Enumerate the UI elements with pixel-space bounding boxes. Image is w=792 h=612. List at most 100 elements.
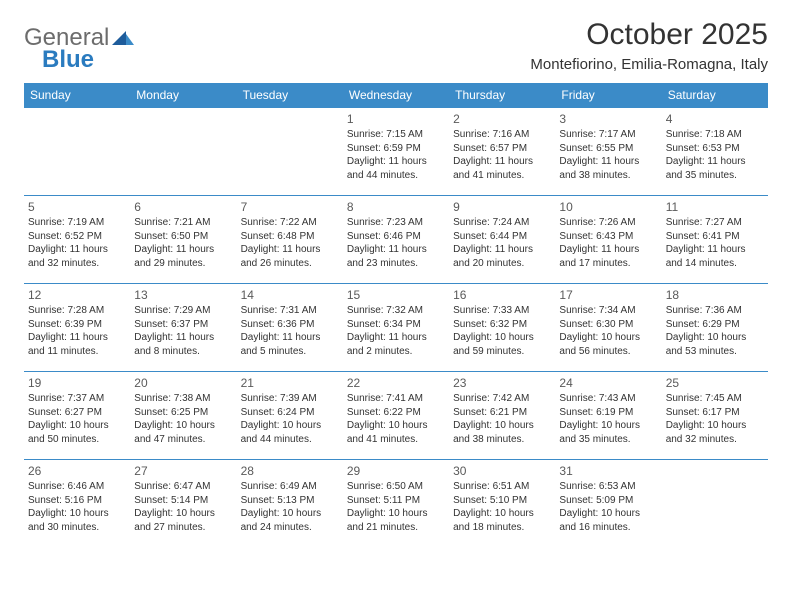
day-number: 12 (28, 288, 126, 302)
day-number: 30 (453, 464, 551, 478)
day-details: Sunrise: 6:49 AMSunset: 5:13 PMDaylight:… (241, 480, 339, 534)
day-header: Monday (130, 83, 236, 108)
calendar-day-cell: 29Sunrise: 6:50 AMSunset: 5:11 PMDayligh… (343, 460, 449, 548)
day-number: 15 (347, 288, 445, 302)
day-number: 16 (453, 288, 551, 302)
calendar-day-cell (237, 108, 343, 196)
day-details: Sunrise: 7:19 AMSunset: 6:52 PMDaylight:… (28, 216, 126, 270)
day-details: Sunrise: 7:26 AMSunset: 6:43 PMDaylight:… (559, 216, 657, 270)
day-details: Sunrise: 7:22 AMSunset: 6:48 PMDaylight:… (241, 216, 339, 270)
calendar-day-cell: 27 Sunrise: 6:47 AMSunset: 5:14 PMDayligh… (130, 460, 236, 548)
day-details: Sunrise: 7:45 AMSunset: 6:17 PMDaylight:… (666, 392, 764, 446)
day-details: Sunrise: 7:29 AMSunset: 6:37 PMDaylight:… (134, 304, 232, 358)
calendar-day-cell: 23 Sunrise: 7:42 AMSunset: 6:21 PMDayligh… (449, 372, 555, 460)
day-header: Wednesday (343, 83, 449, 108)
calendar-day-cell: 1Sunrise: 7:15 AMSunset: 6:59 PMDaylight… (343, 108, 449, 196)
calendar-day-cell: 17 Sunrise: 7:34 AMSunset: 6:30 PMDayligh… (555, 284, 661, 372)
day-number: 2 (453, 112, 551, 126)
month-title: October 2025 (530, 18, 768, 52)
brand-logo: General Blue (24, 24, 134, 52)
calendar-day-cell: 25 Sunrise: 7:45 AMSunset: 6:17 PMDayligh… (662, 372, 768, 460)
day-number: 11 (666, 200, 764, 214)
day-details: Sunrise: 7:38 AMSunset: 6:25 PMDaylight:… (134, 392, 232, 446)
day-number: 20 (134, 376, 232, 390)
day-header: Thursday (449, 83, 555, 108)
day-number: 8 (347, 200, 445, 214)
day-number: 22 (347, 376, 445, 390)
day-number: 31 (559, 464, 657, 478)
calendar-day-cell: 4 Sunrise: 7:18 AMSunset: 6:53 PMDaylight… (662, 108, 768, 196)
calendar-day-cell: 10 Sunrise: 7:26 AMSunset: 6:43 PMDayligh… (555, 196, 661, 284)
calendar-day-cell: 19Sunrise: 7:37 AMSunset: 6:27 PMDayligh… (24, 372, 130, 460)
day-details: Sunrise: 6:47 AMSunset: 5:14 PMDaylight:… (134, 480, 232, 534)
day-header: Saturday (662, 83, 768, 108)
calendar-day-cell: 21 Sunrise: 7:39 AMSunset: 6:24 PMDayligh… (237, 372, 343, 460)
day-number: 7 (241, 200, 339, 214)
day-details: Sunrise: 7:24 AMSunset: 6:44 PMDaylight:… (453, 216, 551, 270)
day-details: Sunrise: 7:39 AMSunset: 6:24 PMDaylight:… (241, 392, 339, 446)
calendar-day-cell: 12Sunrise: 7:28 AMSunset: 6:39 PMDayligh… (24, 284, 130, 372)
calendar-day-cell: 18 Sunrise: 7:36 AMSunset: 6:29 PMDayligh… (662, 284, 768, 372)
calendar-day-cell: 30 Sunrise: 6:51 AMSunset: 5:10 PMDayligh… (449, 460, 555, 548)
day-details: Sunrise: 7:31 AMSunset: 6:36 PMDaylight:… (241, 304, 339, 358)
day-number: 27 (134, 464, 232, 478)
day-number: 29 (347, 464, 445, 478)
day-number: 25 (666, 376, 764, 390)
day-details: Sunrise: 7:21 AMSunset: 6:50 PMDaylight:… (134, 216, 232, 270)
day-details: Sunrise: 6:51 AMSunset: 5:10 PMDaylight:… (453, 480, 551, 534)
day-details: Sunrise: 7:17 AMSunset: 6:55 PMDaylight:… (559, 128, 657, 182)
day-number: 23 (453, 376, 551, 390)
calendar-week-row: 1Sunrise: 7:15 AMSunset: 6:59 PMDaylight… (24, 108, 768, 196)
day-details: Sunrise: 7:37 AMSunset: 6:27 PMDaylight:… (28, 392, 126, 446)
day-details: Sunrise: 7:15 AMSunset: 6:59 PMDaylight:… (347, 128, 445, 182)
day-number: 5 (28, 200, 126, 214)
calendar-day-cell: 22 Sunrise: 7:41 AMSunset: 6:22 PMDayligh… (343, 372, 449, 460)
calendar-day-cell (130, 108, 236, 196)
calendar-day-cell: 9 Sunrise: 7:24 AMSunset: 6:44 PMDaylight… (449, 196, 555, 284)
calendar-week-row: 12Sunrise: 7:28 AMSunset: 6:39 PMDayligh… (24, 284, 768, 372)
day-number: 28 (241, 464, 339, 478)
day-number: 14 (241, 288, 339, 302)
day-number: 21 (241, 376, 339, 390)
day-number: 9 (453, 200, 551, 214)
calendar-day-cell: 13 Sunrise: 7:29 AMSunset: 6:37 PMDayligh… (130, 284, 236, 372)
day-details: Sunrise: 7:23 AMSunset: 6:46 PMDaylight:… (347, 216, 445, 270)
calendar-day-cell: 24 Sunrise: 7:43 AMSunset: 6:19 PMDayligh… (555, 372, 661, 460)
calendar-day-cell: 6Sunrise: 7:21 AMSunset: 6:50 PMDaylight… (130, 196, 236, 284)
day-details: Sunrise: 7:41 AMSunset: 6:22 PMDaylight:… (347, 392, 445, 446)
day-number: 13 (134, 288, 232, 302)
calendar-week-row: 5 Sunrise: 7:19 AMSunset: 6:52 PMDaylight… (24, 196, 768, 284)
day-details: Sunrise: 7:43 AMSunset: 6:19 PMDaylight:… (559, 392, 657, 446)
day-header: Friday (555, 83, 661, 108)
brand-mark-icon (112, 31, 134, 45)
day-details: Sunrise: 7:18 AMSunset: 6:53 PMDaylight:… (666, 128, 764, 182)
location-label: Montefiorino, Emilia-Romagna, Italy (530, 56, 768, 73)
day-number: 4 (666, 112, 764, 126)
day-header: Tuesday (237, 83, 343, 108)
calendar-day-cell: 7 Sunrise: 7:22 AMSunset: 6:48 PMDaylight… (237, 196, 343, 284)
day-number: 10 (559, 200, 657, 214)
day-number: 17 (559, 288, 657, 302)
calendar-day-cell: 28 Sunrise: 6:49 AMSunset: 5:13 PMDayligh… (237, 460, 343, 548)
calendar-day-cell: 15Sunrise: 7:32 AMSunset: 6:34 PMDayligh… (343, 284, 449, 372)
day-number: 24 (559, 376, 657, 390)
day-details: Sunrise: 6:46 AMSunset: 5:16 PMDaylight:… (28, 480, 126, 534)
calendar-day-cell: 16Sunrise: 7:33 AMSunset: 6:32 PMDayligh… (449, 284, 555, 372)
calendar-day-cell: 3 Sunrise: 7:17 AMSunset: 6:55 PMDaylight… (555, 108, 661, 196)
day-details: Sunrise: 7:36 AMSunset: 6:29 PMDaylight:… (666, 304, 764, 358)
day-details: Sunrise: 7:16 AMSunset: 6:57 PMDaylight:… (453, 128, 551, 182)
calendar-day-cell: 8 Sunrise: 7:23 AMSunset: 6:46 PMDaylight… (343, 196, 449, 284)
calendar-day-cell: 11 Sunrise: 7:27 AMSunset: 6:41 PMDayligh… (662, 196, 768, 284)
day-details: Sunrise: 7:34 AMSunset: 6:30 PMDaylight:… (559, 304, 657, 358)
calendar-day-cell: 2 Sunrise: 7:16 AMSunset: 6:57 PMDaylight… (449, 108, 555, 196)
calendar-day-cell (24, 108, 130, 196)
calendar-day-cell: 5 Sunrise: 7:19 AMSunset: 6:52 PMDaylight… (24, 196, 130, 284)
calendar-day-cell (662, 460, 768, 548)
calendar-day-cell: 31Sunrise: 6:53 AMSunset: 5:09 PMDayligh… (555, 460, 661, 548)
day-number: 18 (666, 288, 764, 302)
day-details: Sunrise: 7:42 AMSunset: 6:21 PMDaylight:… (453, 392, 551, 446)
day-number: 3 (559, 112, 657, 126)
calendar-body: 1Sunrise: 7:15 AMSunset: 6:59 PMDaylight… (24, 108, 768, 548)
day-details: Sunrise: 7:27 AMSunset: 6:41 PMDaylight:… (666, 216, 764, 270)
calendar-table: SundayMondayTuesdayWednesdayThursdayFrid… (24, 83, 768, 548)
